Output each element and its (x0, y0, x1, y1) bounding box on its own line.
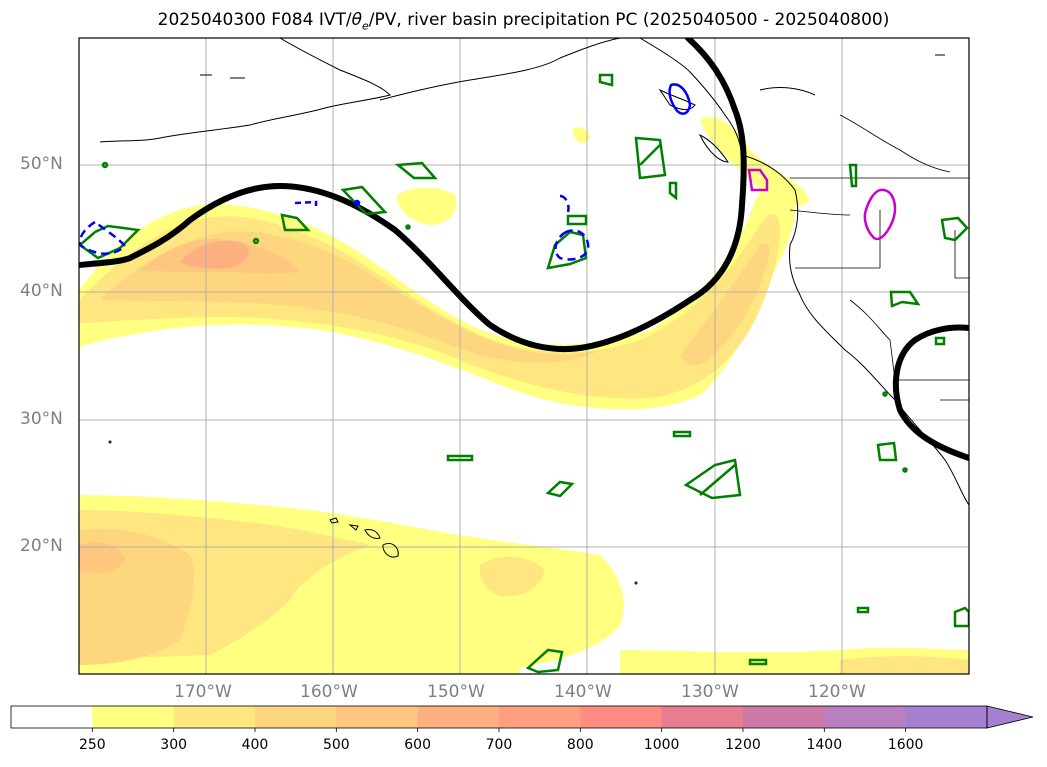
map-frame (78, 37, 970, 675)
gridlines (79, 38, 969, 674)
colorbar (10, 705, 1034, 732)
colorbar-tick-label: 1600 (887, 737, 924, 753)
colorbar-cell (661, 706, 744, 728)
colorbar-cell (173, 706, 256, 728)
lat-label-30n: 30°N (20, 409, 63, 429)
pv-contours (79, 38, 969, 461)
colorbar-tick-label: 600 (404, 737, 432, 753)
colorbar-cell (92, 706, 175, 728)
ivt-shading-north (79, 116, 810, 410)
precip-contours-blue (79, 83, 692, 261)
ivt-shading-south (79, 495, 969, 674)
colorbar-cell (336, 706, 419, 728)
colorbar-cell (742, 706, 825, 728)
lon-label-150w: 150°W (427, 682, 485, 702)
colorbar-tick-label: 500 (322, 737, 350, 753)
lat-label-40n: 40°N (20, 281, 63, 301)
colorbar-cell (11, 706, 93, 728)
coastlines (99, 38, 969, 585)
colorbar-tick-label: 700 (485, 737, 513, 753)
lon-label-140w: 140°W (554, 682, 612, 702)
borders (789, 114, 969, 401)
colorbar-tick-label: 1200 (725, 737, 761, 753)
lat-label-50n: 50°N (20, 154, 63, 174)
colorbar-cell (254, 706, 337, 728)
colorbar-cell (417, 706, 500, 728)
colorbar-tick-label: 1400 (806, 737, 843, 753)
colorbar-tick-label: 300 (160, 737, 188, 753)
colorbar-tick-label: 400 (241, 737, 269, 753)
colorbar-cell (498, 706, 581, 728)
figure-title: 2025040300 F084 IVT/θe/PV, river basin p… (157, 10, 890, 33)
colorbar-extend-arrow (986, 705, 1034, 729)
colorbar-cell (580, 706, 663, 728)
precip-contours-magenta (747, 168, 897, 241)
lon-label-160w: 160°W (300, 682, 358, 702)
lon-label-120w: 120°W (808, 682, 866, 702)
lon-label-130w: 130°W (681, 682, 739, 702)
colorbar-tick-label: 250 (78, 737, 106, 753)
colorbar-cell (905, 706, 988, 728)
colorbar-tick-label: 800 (566, 737, 594, 753)
lat-label-20n: 20°N (20, 536, 63, 556)
colorbar-tick-label: 1000 (643, 737, 680, 753)
colorbar-cell (824, 706, 907, 728)
lon-label-170w: 170°W (174, 682, 232, 702)
